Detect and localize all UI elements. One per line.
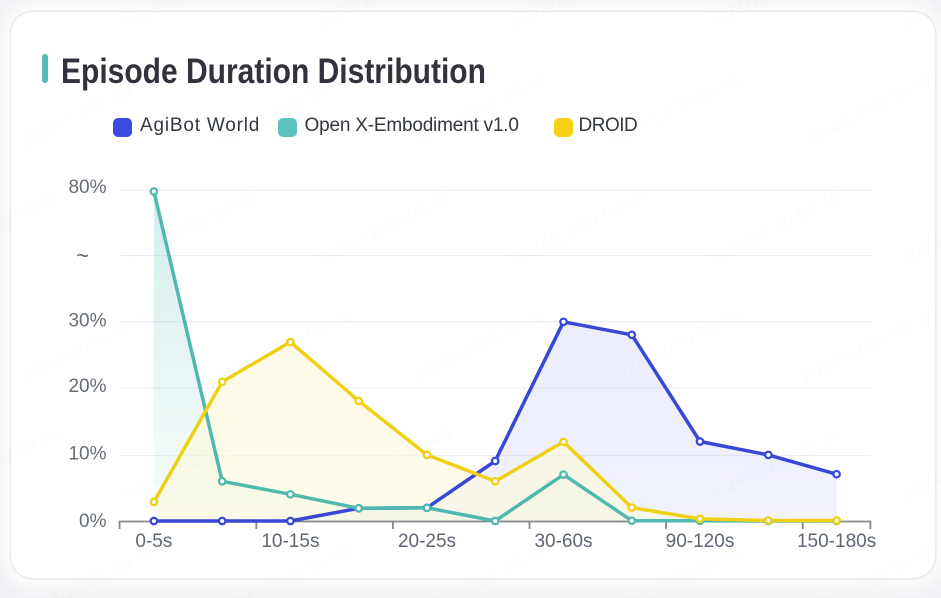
svg-text:10-15s: 10-15s (261, 531, 319, 552)
svg-text:30%: 30% (68, 311, 106, 332)
svg-text:20%: 20% (68, 376, 106, 397)
svg-text:0-5s: 0-5s (135, 531, 172, 552)
svg-text:90-120s: 90-120s (666, 531, 735, 552)
svg-text:~: ~ (76, 243, 89, 268)
svg-text:20-25s: 20-25s (398, 531, 456, 552)
svg-text:10%: 10% (68, 444, 106, 465)
svg-text:30-60s: 30-60s (534, 531, 592, 552)
svg-text:150-180s: 150-180s (797, 531, 876, 552)
svg-text:80%: 80% (68, 177, 106, 198)
svg-text:0%: 0% (79, 511, 107, 532)
